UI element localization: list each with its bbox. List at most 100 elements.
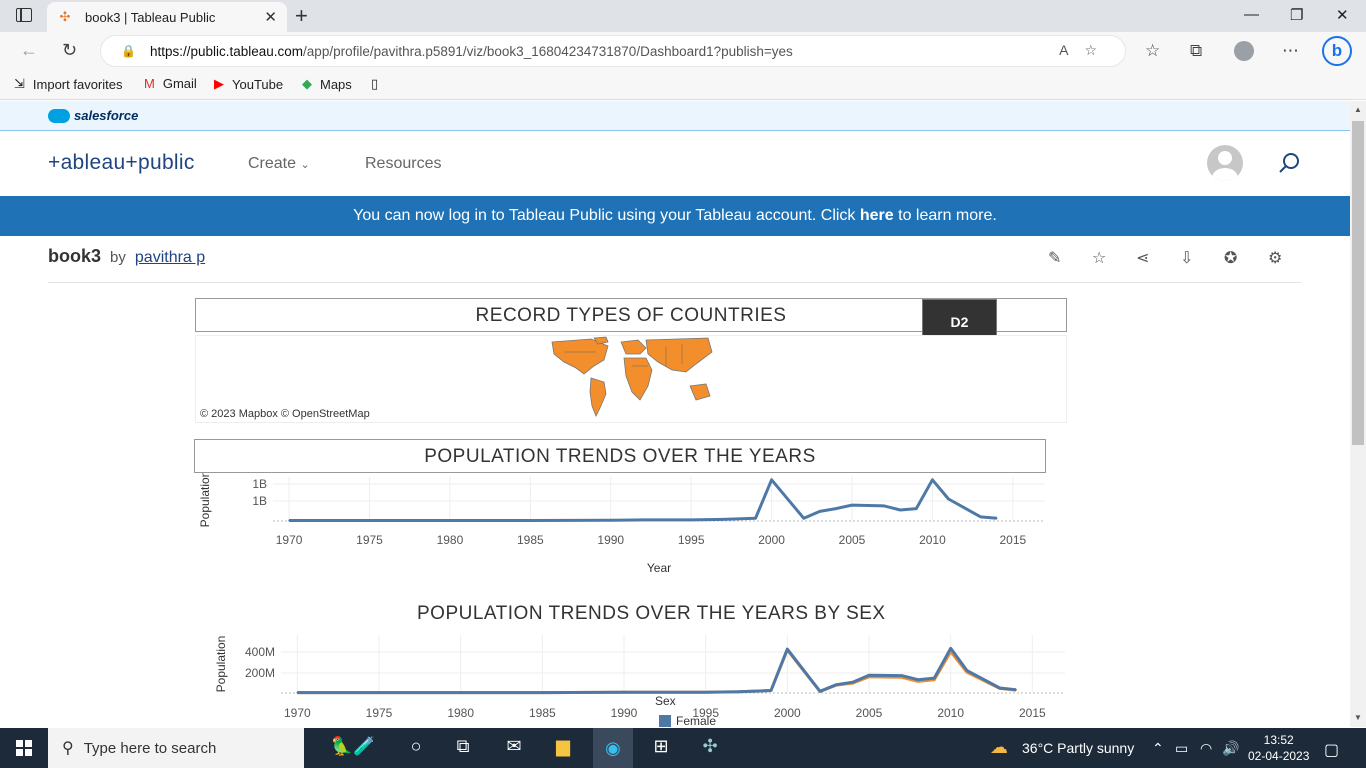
search-highlight-icon[interactable]: 🦜🧪 (330, 736, 376, 756)
favorites-icon[interactable]: ☆ (1145, 41, 1161, 60)
settings-gear-icon[interactable]: ⚙ (1268, 250, 1283, 267)
favorite-star-icon[interactable]: ☆ (1092, 250, 1107, 267)
back-icon[interactable]: ← (20, 40, 38, 60)
scroll-up-icon[interactable]: ▲ (1354, 105, 1362, 114)
nav-create-label: Create (248, 155, 297, 172)
restore-icon[interactable]: ❐ (1290, 7, 1304, 24)
avatar[interactable] (1207, 145, 1243, 181)
refresh-icon[interactable]: ↻ (62, 40, 78, 60)
mail-icon[interactable]: ✉ (506, 736, 522, 756)
data-point (754, 517, 757, 520)
viz-name: book3 (48, 246, 102, 266)
legend-title: Sex (655, 694, 676, 708)
tableau-app-icon[interactable]: ✣ (702, 736, 718, 756)
tab-actions-icon[interactable] (16, 8, 32, 22)
data-point (786, 648, 789, 650)
new-tab-icon[interactable]: + (295, 3, 308, 28)
x-tick-label: 1990 (597, 533, 624, 547)
store-icon[interactable]: ⊞ (653, 736, 669, 756)
x-tick-label: 1980 (437, 533, 464, 547)
data-point (868, 674, 870, 676)
taskbar-search-input[interactable]: ⚲ Type here to search (48, 728, 304, 768)
salesforce-bar: salesforce (0, 101, 1350, 131)
minimize-icon[interactable]: — (1244, 6, 1259, 23)
legend-label-female[interactable]: Female (676, 714, 717, 727)
favorite-maps[interactable]: ◆ Maps (302, 76, 352, 92)
data-point (1015, 688, 1017, 691)
tray-overflow-icon[interactable]: ⌃ (1152, 740, 1164, 756)
volume-icon[interactable]: 🔊 (1222, 740, 1240, 756)
maps-icon: ◆ (302, 76, 312, 91)
address-input[interactable]: 🔒 https://public.tableau.com/app/profile… (100, 35, 1126, 67)
more-icon[interactable]: ⋯ (1282, 41, 1299, 60)
favorite-youtube[interactable]: ▶ YouTube (214, 76, 283, 92)
data-point (835, 507, 837, 510)
data-point (900, 674, 903, 677)
read-aloud-icon[interactable]: A☆ (1059, 42, 1113, 58)
notifications-icon[interactable]: ▢ (1324, 742, 1340, 759)
page-scrollbar[interactable]: ▲ ▼ (1350, 101, 1366, 727)
scrollbar-thumb[interactable] (1352, 121, 1364, 445)
taskbar-clock[interactable]: 13:52 02-04-2023 (1248, 732, 1309, 764)
collections-icon[interactable]: ⧉ (1190, 41, 1203, 60)
battery-icon[interactable]: ▭ (1175, 740, 1189, 756)
x-tick-label: 2005 (856, 706, 883, 720)
search-placeholder: Type here to search (83, 739, 217, 757)
share-icon[interactable]: ⋖ (1136, 250, 1150, 267)
scroll-down-icon[interactable]: ▼ (1354, 713, 1362, 722)
x-tick-label: 1970 (284, 706, 311, 720)
address-bar-row: ← ↻ 🔒 https://public.tableau.com/app/pro… (0, 32, 1366, 70)
series-line (297, 646, 1017, 695)
badge-icon[interactable]: ✪ (1224, 250, 1238, 267)
close-tab-icon[interactable]: ✕ (264, 9, 277, 26)
data-point (704, 691, 707, 693)
x-tick-label: 1975 (356, 533, 383, 547)
viz-header: book3 by pavithra p (48, 246, 205, 267)
data-point (722, 518, 725, 521)
favorite-gmail[interactable]: M Gmail (144, 76, 197, 91)
windows-start-icon[interactable] (16, 740, 32, 756)
map-title: RECORD TYPES OF COUNTRIES (195, 298, 1067, 332)
world-map[interactable]: © 2023 Mapbox © OpenStreetMap (195, 335, 1067, 423)
bing-icon[interactable]: b (1322, 36, 1352, 66)
weather-icon[interactable]: ☁ (990, 737, 1008, 757)
nav-resources[interactable]: Resources (365, 155, 442, 172)
search-icon[interactable] (1277, 151, 1301, 175)
browser-tab-strip: ✣ book3 | Tableau Public ✕ + — ❐ ✕ (0, 0, 1366, 32)
cortana-icon[interactable]: ○ (410, 736, 422, 756)
legend-swatch-female[interactable] (659, 715, 671, 727)
wifi-icon[interactable]: ◠ (1200, 740, 1213, 756)
favorite-import[interactable]: ⇲ Import favorites (14, 76, 123, 92)
download-icon[interactable]: ⇩ (1180, 250, 1194, 267)
x-tick-label: 2015 (999, 533, 1026, 547)
tableau-public-logo[interactable]: +ableau+public (48, 151, 195, 174)
series-line (289, 478, 997, 522)
map-africa (623, 357, 653, 401)
x-tick-label: 1995 (692, 706, 719, 720)
data-point (915, 507, 918, 510)
data-point (541, 691, 544, 694)
x-tick-label: 1970 (276, 533, 303, 547)
profile-icon[interactable] (1234, 41, 1254, 61)
data-point (819, 690, 821, 693)
edge-icon[interactable]: ◉ (593, 728, 633, 768)
x-tick-label: 2010 (937, 706, 964, 720)
world-map-graphic (551, 336, 713, 417)
weather-text[interactable]: 36°C Partly sunny (1022, 740, 1135, 756)
nav-create[interactable]: Create ⌄ (248, 155, 310, 173)
edit-icon[interactable]: ✎ (1048, 250, 1062, 267)
file-explorer-icon[interactable]: ▆ (556, 736, 570, 756)
x-tick-label: 1985 (529, 706, 556, 720)
salesforce-label[interactable]: salesforce (74, 108, 139, 123)
data-point (998, 687, 1001, 689)
population-by-sex-chart[interactable]: 1970 1975 1980 1985 1990 1995 2000 2005 2010 2015… (195, 629, 1085, 727)
population-chart[interactable]: 1970 1975 1980 1985 1990 1995 2000 2005 2010 2015… (195, 473, 1065, 581)
task-view-icon[interactable]: ⧉ (456, 736, 470, 756)
clock-date: 02-04-2023 (1248, 749, 1310, 763)
favorite-page[interactable]: ▯ (371, 76, 386, 92)
close-window-icon[interactable]: ✕ (1336, 7, 1349, 24)
banner-link[interactable]: here (859, 207, 894, 224)
web-page: salesforce +ableau+public Create ⌄ Resou… (0, 101, 1350, 727)
viz-author-link[interactable]: pavithra p (134, 249, 206, 266)
browser-tab[interactable]: ✣ book3 | Tableau Public ✕ (47, 2, 287, 32)
